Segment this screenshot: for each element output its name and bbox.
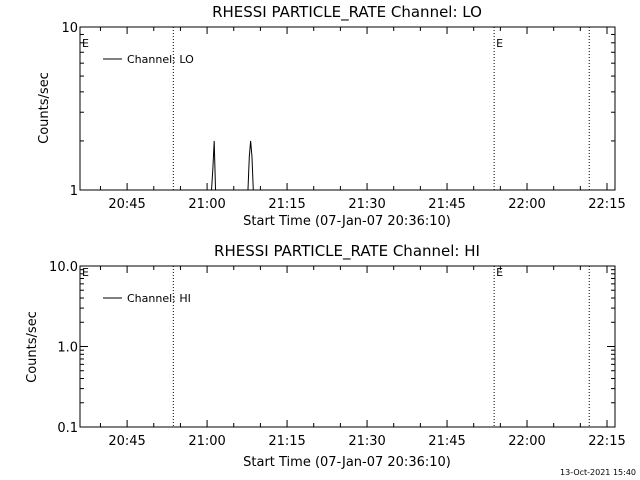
panel-lo-x-tick-label: 20:45	[108, 197, 145, 212]
panel-lo-x-axis-label: Start Time (07-Jan-07 20:36:10)	[243, 214, 451, 229]
panel-hi-time-marker-label: E	[496, 266, 503, 279]
panel-hi-x-tick-label: 21:00	[188, 434, 225, 449]
panel-hi-corner-label: E	[82, 266, 89, 279]
panel-lo-y-tick-label: 10	[61, 21, 78, 36]
panel-hi-y-tick-label: 0.1	[57, 421, 78, 436]
panel-lo-corner-label: E	[82, 37, 89, 50]
panel-lo: E RHESSI PARTICLE_RATE Channel: LO Start…	[37, 3, 626, 229]
panel-hi-axes-layer: 20:45 21:00 21:15 21:30 21:45 22:00 22:15 0.1 1.…	[49, 260, 626, 449]
panel-lo-frame	[79, 26, 616, 191]
panel-lo-title: RHESSI PARTICLE_RATE Channel: LO	[212, 3, 482, 22]
panel-hi-x-tick-label: 21:45	[428, 434, 465, 449]
panel-hi-x-axis-label: Start Time (07-Jan-07 20:36:10)	[243, 455, 451, 470]
panel-hi-data-layer: E	[172, 266, 590, 427]
panel-hi-title: RHESSI PARTICLE_RATE Channel: HI	[214, 242, 480, 261]
panel-lo-y-axis-label: Counts/sec	[37, 72, 52, 144]
panel-lo-y-tick-label: 1	[70, 184, 78, 199]
panel-lo-x-tick-label: 21:00	[188, 197, 225, 212]
panel-hi-x-tick-label: 21:30	[348, 434, 385, 449]
footer-timestamp: 13-Oct-2021 15:40	[560, 468, 636, 477]
panel-hi-legend-label: Channel: HI	[127, 292, 191, 305]
panel-hi-x-tick-label: 20:45	[108, 434, 145, 449]
panel-lo-x-tick-label: 21:15	[268, 197, 305, 212]
panel-lo-time-marker-label: E	[496, 37, 503, 50]
panel-lo-x-tick-label: 22:00	[508, 197, 545, 212]
panel-hi-x-tick-label: 22:15	[588, 434, 625, 449]
panel-lo-legend-label: Channel: LO	[127, 53, 194, 66]
panel-hi-y-tick-label: 1.0	[57, 341, 78, 356]
panel-lo-x-tick-label: 21:45	[428, 197, 465, 212]
panel-hi-x-tick-label: 21:15	[268, 434, 305, 449]
panel-lo-x-tick-label: 22:15	[588, 197, 625, 212]
panel-hi-y-axis-label: Counts/sec	[25, 311, 40, 383]
panel-hi: E RHESSI PARTICLE_RATE Channel: HI Start…	[25, 242, 626, 470]
panel-hi-x-tick-label: 22:00	[508, 434, 545, 449]
panel-lo-x-tick-label: 21:30	[348, 197, 385, 212]
panel-lo-axes-layer: 20:45 21:00 21:15 21:30 21:45 22:00 22:15 1 10	[61, 21, 625, 212]
panel-hi-y-tick-label: 10.0	[49, 260, 78, 275]
